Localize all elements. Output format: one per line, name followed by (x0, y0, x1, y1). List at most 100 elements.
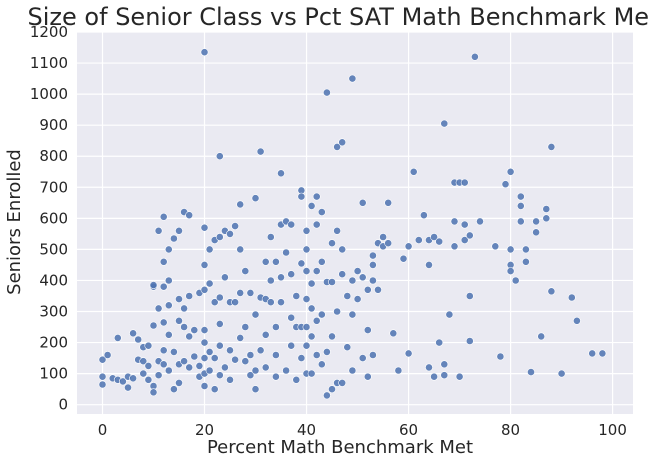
data-point (287, 220, 296, 229)
data-point (363, 326, 372, 334)
data-point (322, 88, 331, 97)
y-tick-label: 300 (39, 303, 68, 321)
data-point (379, 233, 387, 241)
data-point (149, 321, 158, 330)
data-points (98, 48, 607, 400)
data-point (231, 355, 239, 364)
data-point (425, 260, 433, 269)
data-point (532, 217, 540, 226)
data-point (200, 326, 209, 334)
y-tick-label: 0 (58, 396, 68, 414)
data-point (277, 169, 285, 178)
y-axis-ticks: 0 100 200 300 400 500 600 700 800 900 1000 1100 1200 (30, 23, 68, 414)
data-point (241, 357, 250, 366)
data-point (226, 346, 234, 355)
data-point (215, 371, 224, 380)
data-point (236, 200, 245, 209)
data-point (516, 192, 525, 201)
data-point (231, 298, 239, 307)
data-point (307, 332, 316, 341)
data-point (220, 363, 229, 372)
data-point (98, 355, 107, 364)
data-point (256, 346, 265, 355)
data-point (312, 351, 321, 359)
data-point (200, 48, 209, 57)
data-point (322, 347, 331, 356)
x-axis-ticks: 0 20 40 60 80 100 (98, 421, 627, 439)
data-point (261, 330, 270, 339)
y-axis-label: Seniors Enrolled (4, 149, 25, 295)
data-point (527, 368, 535, 376)
data-point (312, 267, 321, 275)
data-point (282, 248, 290, 257)
data-point (215, 293, 224, 302)
data-point (159, 212, 168, 221)
data-point (343, 343, 352, 352)
data-point (414, 236, 423, 244)
data-point (200, 354, 209, 362)
data-point (338, 138, 347, 147)
data-point (450, 217, 459, 226)
data-point (144, 361, 153, 370)
data-point (251, 385, 260, 394)
data-point (180, 323, 188, 331)
y-tick-label: 500 (39, 240, 68, 258)
data-point (175, 295, 183, 303)
data-point (169, 234, 178, 243)
data-point (154, 371, 163, 380)
data-point (312, 220, 321, 229)
data-point (358, 198, 367, 207)
data-point (343, 292, 352, 300)
data-point (435, 237, 444, 246)
data-point (491, 242, 500, 251)
data-point (271, 323, 280, 331)
data-point (302, 226, 311, 235)
data-point (159, 346, 168, 355)
data-point (169, 385, 178, 394)
data-point (465, 292, 474, 300)
data-point (328, 278, 336, 286)
data-point (236, 245, 245, 254)
data-point (506, 167, 515, 176)
data-point (363, 372, 372, 381)
data-point (287, 270, 296, 279)
data-point (384, 198, 393, 207)
data-point (333, 307, 341, 316)
x-tick-label: 80 (501, 421, 520, 439)
data-point (154, 304, 163, 313)
data-point (261, 257, 270, 266)
x-tick-label: 100 (598, 421, 627, 439)
data-point (511, 276, 520, 285)
data-point (200, 382, 209, 390)
data-point (358, 354, 367, 362)
data-point (185, 332, 194, 341)
data-point (185, 211, 194, 220)
data-point (322, 391, 331, 400)
y-tick-label: 700 (39, 178, 68, 196)
data-point (317, 310, 326, 319)
data-point (175, 226, 183, 235)
y-tick-label: 1000 (30, 85, 68, 103)
data-point (241, 267, 250, 275)
data-point (573, 316, 581, 325)
data-point (399, 254, 408, 263)
x-tick-label: 60 (399, 421, 418, 439)
data-point (210, 385, 219, 394)
data-point (307, 304, 316, 313)
data-point (353, 295, 362, 303)
data-point (460, 178, 469, 187)
data-point (282, 366, 290, 375)
data-point (598, 349, 607, 358)
data-point (522, 257, 530, 266)
data-point (516, 217, 525, 226)
data-point (567, 293, 576, 302)
data-point (547, 287, 556, 296)
data-point (124, 383, 132, 392)
data-point (389, 329, 398, 338)
data-point (501, 180, 510, 189)
data-point (476, 217, 484, 226)
data-point (175, 316, 183, 325)
data-point (210, 354, 219, 362)
data-point (200, 285, 209, 294)
data-point (266, 298, 275, 307)
